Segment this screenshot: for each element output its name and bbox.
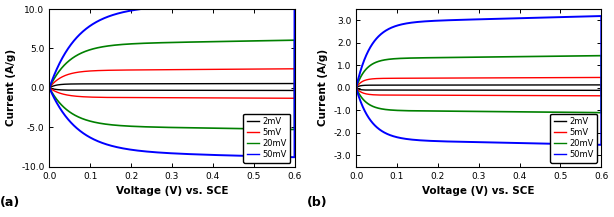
- 20mV: [352, 87, 360, 89]
- 5mV: [368, 78, 376, 80]
- 2mV: [291, 89, 298, 92]
- 50mV: [291, 0, 298, 2]
- 20mV: [102, 123, 109, 125]
- 2mV: [291, 82, 298, 85]
- 5mV: [45, 87, 53, 89]
- X-axis label: Voltage (V) vs. SCE: Voltage (V) vs. SCE: [422, 186, 535, 196]
- Y-axis label: Current (A/g): Current (A/g): [318, 49, 328, 127]
- Line: 2mV: 2mV: [49, 84, 295, 90]
- 20mV: [201, 127, 209, 129]
- 2mV: [597, 84, 605, 86]
- 5mV: [597, 94, 605, 97]
- 20mV: [475, 56, 483, 58]
- 20mV: [597, 54, 605, 57]
- Legend: 2mV, 5mV, 20mV, 50mV: 2mV, 5mV, 20mV, 50mV: [550, 113, 597, 163]
- 5mV: [352, 87, 360, 89]
- 20mV: [160, 41, 168, 44]
- 50mV: [597, 15, 605, 17]
- 20mV: [291, 39, 298, 41]
- 5mV: [597, 76, 605, 79]
- 2mV: [508, 89, 516, 92]
- 5mV: [508, 94, 516, 97]
- 50mV: [102, 143, 109, 145]
- 50mV: [409, 138, 416, 141]
- 2mV: [409, 89, 416, 92]
- 2mV: [352, 87, 360, 89]
- 50mV: [467, 18, 475, 21]
- Line: 20mV: 20mV: [49, 40, 295, 130]
- 2mV: [45, 87, 53, 89]
- 50mV: [597, 143, 605, 146]
- Line: 50mV: 50mV: [356, 16, 601, 145]
- 2mV: [201, 89, 209, 92]
- 50mV: [291, 156, 298, 158]
- 50mV: [508, 142, 516, 144]
- Line: 5mV: 5mV: [49, 69, 295, 98]
- 20mV: [45, 87, 53, 89]
- 2mV: [467, 84, 475, 86]
- 2mV: [102, 89, 109, 92]
- 5mV: [352, 87, 360, 89]
- 20mV: [174, 41, 182, 44]
- Text: (b): (b): [307, 196, 328, 209]
- 2mV: [352, 87, 360, 89]
- 2mV: [368, 84, 376, 86]
- 5mV: [174, 68, 182, 71]
- 20mV: [409, 110, 416, 112]
- 20mV: [168, 41, 176, 44]
- Text: (a): (a): [1, 196, 20, 209]
- 5mV: [160, 68, 168, 71]
- Line: 20mV: 20mV: [356, 56, 601, 113]
- 5mV: [291, 67, 298, 70]
- Line: 50mV: 50mV: [49, 1, 295, 157]
- 50mV: [352, 87, 360, 89]
- 20mV: [368, 63, 376, 66]
- 5mV: [201, 97, 209, 99]
- 20mV: [61, 63, 69, 66]
- 50mV: [352, 87, 360, 89]
- 2mV: [174, 82, 182, 85]
- 5mV: [409, 94, 416, 97]
- 50mV: [45, 87, 53, 89]
- 5mV: [61, 74, 69, 77]
- Line: 2mV: 2mV: [356, 85, 601, 90]
- 20mV: [352, 87, 360, 89]
- 2mV: [168, 82, 176, 85]
- Y-axis label: Current (A/g): Current (A/g): [6, 49, 15, 127]
- 50mV: [45, 87, 53, 89]
- 5mV: [475, 77, 483, 79]
- 2mV: [61, 83, 69, 85]
- 5mV: [168, 68, 176, 71]
- 20mV: [291, 128, 298, 131]
- 50mV: [481, 18, 488, 20]
- X-axis label: Voltage (V) vs. SCE: Voltage (V) vs. SCE: [115, 186, 228, 196]
- 2mV: [597, 89, 605, 92]
- 5mV: [467, 77, 475, 79]
- 2mV: [475, 84, 483, 86]
- 20mV: [597, 111, 605, 114]
- 2mV: [481, 84, 488, 86]
- 50mV: [160, 5, 168, 8]
- 2mV: [45, 87, 53, 89]
- 50mV: [61, 52, 69, 54]
- 5mV: [481, 77, 488, 79]
- 5mV: [45, 87, 53, 89]
- 20mV: [481, 56, 488, 58]
- 20mV: [45, 87, 53, 89]
- 50mV: [368, 43, 376, 46]
- 50mV: [201, 153, 209, 156]
- 50mV: [174, 4, 182, 7]
- 20mV: [467, 56, 475, 59]
- 5mV: [102, 96, 109, 99]
- Line: 5mV: 5mV: [356, 77, 601, 96]
- 50mV: [168, 5, 176, 7]
- 20mV: [508, 110, 516, 113]
- 5mV: [291, 97, 298, 100]
- 2mV: [160, 82, 168, 85]
- Legend: 2mV, 5mV, 20mV, 50mV: 2mV, 5mV, 20mV, 50mV: [244, 113, 290, 163]
- 50mV: [475, 18, 483, 21]
